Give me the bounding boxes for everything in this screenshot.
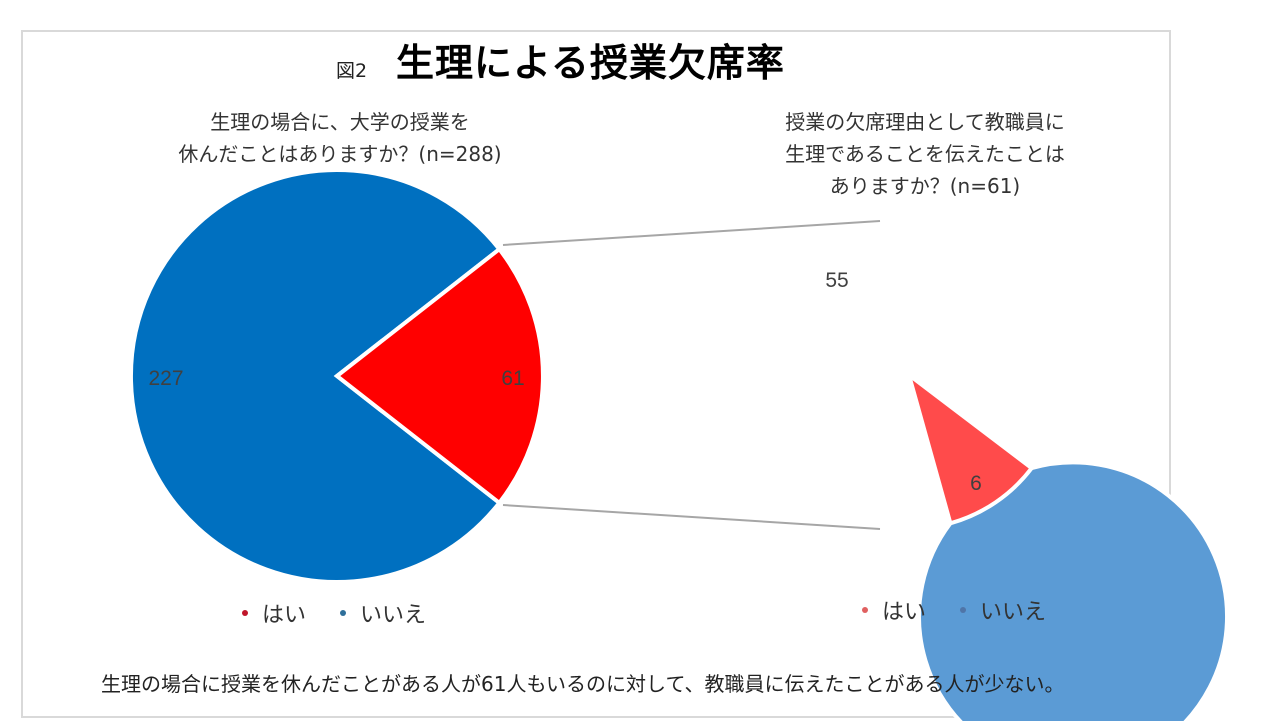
left-pie: 227 61 xyxy=(128,168,545,584)
left-label-yes: 61 xyxy=(501,367,524,390)
legend-item-yes: はい xyxy=(242,597,306,629)
left-pie-slice-yes[interactable] xyxy=(333,246,545,506)
right-subtitle-line2: 生理であることを伝えたことは xyxy=(785,142,1065,166)
caption-text: 生理の場合に授業を休んだことがある人が61人もいるのに対して、教職員に伝えたこと… xyxy=(101,672,1065,696)
legend-dot-icon xyxy=(862,607,868,613)
legend-dot-icon xyxy=(960,607,967,613)
legend-item-no: いいえ xyxy=(960,594,1046,626)
legend-label: はい xyxy=(882,600,927,625)
left-subtitle-line1: 生理の場合に、大学の授業を xyxy=(210,110,470,134)
left-subtitle-line2: 休んだことはありますか？(n=288) xyxy=(178,142,502,166)
chart-frame xyxy=(21,30,1171,718)
right-subtitle-line3: ありますか？(n=61) xyxy=(829,174,1021,198)
legend-item-no: いいえ xyxy=(340,597,426,629)
connector-line-top xyxy=(502,220,881,246)
legend-label: いいえ xyxy=(980,600,1047,625)
left-legend: はい いいえ xyxy=(242,597,460,629)
right-label-yes: 6 xyxy=(970,472,982,495)
right-subtitle-line1: 授業の欠席理由として教職員に xyxy=(785,110,1065,134)
right-label-no: 55 xyxy=(825,269,848,292)
figure-label: 図2 xyxy=(336,60,368,82)
legend-dot-icon xyxy=(340,610,347,616)
left-pie-slice-no[interactable] xyxy=(128,168,503,584)
right-pie: 55 6 xyxy=(825,269,1229,721)
right-legend: はい いいえ xyxy=(862,594,1080,626)
legend-dot-icon xyxy=(242,610,248,616)
right-pie-slice-yes[interactable] xyxy=(905,369,1035,526)
right-chart-subtitle: 授業の欠席理由として教職員に 生理であることを伝えたことは ありますか？(n=6… xyxy=(720,106,1130,202)
connector-line-bottom xyxy=(502,504,881,530)
legend-label: いいえ xyxy=(360,603,427,628)
left-chart-subtitle: 生理の場合に、大学の授業を 休んだことはありますか？(n=288) xyxy=(130,106,550,170)
left-label-no: 227 xyxy=(148,367,183,390)
legend-item-yes: はい xyxy=(862,594,926,626)
chart-title: 生理による授業欠席率 xyxy=(396,41,785,85)
legend-label: はい xyxy=(262,603,307,628)
